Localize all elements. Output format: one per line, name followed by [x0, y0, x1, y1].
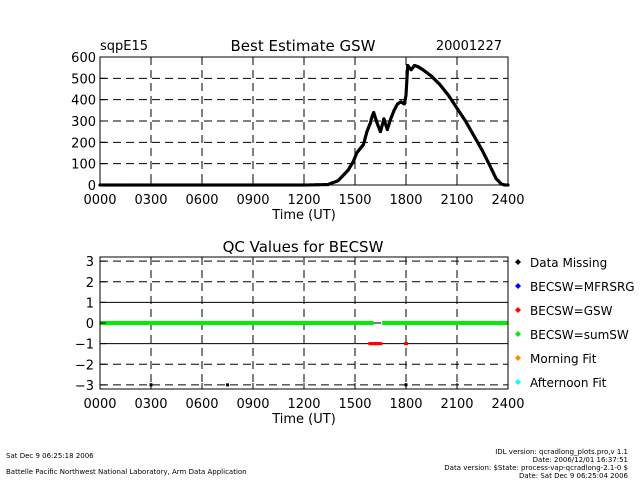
qc-x-tick-label: 0600: [185, 397, 218, 412]
gsw-y-tick-label: 300: [71, 115, 96, 130]
site-label: sqpE15: [100, 39, 148, 54]
qc-y-tick-label: 2: [86, 276, 94, 291]
qc-x-tick-label: 0900: [236, 397, 269, 412]
qc-x-tick-label: 2400: [491, 397, 524, 412]
gsw-chart: sqpE15 Best Estimate GSW 20001227 0 100 20…: [71, 37, 524, 223]
qc-x-tick-label: 1200: [287, 397, 320, 412]
footer-run-date: Date: Sat Dec 9 06:25:04 2006: [519, 472, 628, 480]
gsw-y-tick-label: 600: [71, 51, 96, 66]
qc-y-tick-label: −1: [75, 338, 94, 353]
gsw-y-tick-label: 400: [71, 94, 96, 109]
qc-data-point: [404, 342, 408, 346]
legend-label: Data Missing: [530, 256, 607, 270]
legend-marker: [515, 259, 521, 265]
qc-data-point: [226, 383, 229, 387]
legend-label: BECSW=sumSW: [530, 328, 629, 342]
qc-x-axis: 0000 0300 0600 0900 1200 1500 1800 2100 2400: [83, 383, 525, 412]
gsw-chart-title: Best Estimate GSW: [231, 37, 376, 55]
qc-data-point: [378, 342, 383, 346]
legend-label: BECSW=MFRSRG: [530, 280, 635, 294]
legend-marker: [515, 331, 521, 337]
legend-marker: [515, 355, 521, 361]
gsw-x-tick-label: 1800: [389, 193, 422, 208]
footer-data-version: Data version: $State: process-vap-qcradl…: [444, 464, 628, 472]
footer-institution: Battelle Pacific Northwest National Labo…: [6, 468, 247, 476]
qc-x-tick-label: 1800: [389, 397, 422, 412]
qc-y-tick-label: −2: [75, 358, 94, 373]
gsw-series: [98, 63, 510, 187]
gsw-x-tick-label: 1500: [338, 193, 371, 208]
legend-marker: [515, 307, 521, 313]
gsw-y-tick-label: 200: [71, 136, 96, 151]
qc-y-axis: 3 2 1 0 −1 −2 −3: [75, 255, 106, 394]
legend-label: Afternoon Fit: [530, 376, 607, 390]
qc-y-tick-label: 1: [86, 296, 94, 311]
gsw-x-axis-label: Time (UT): [271, 208, 336, 223]
gsw-x-tick-label: 0900: [236, 193, 269, 208]
gsw-x-tick-label: 0600: [185, 193, 218, 208]
qc-y-tick-label: −3: [75, 379, 94, 394]
gsw-y-tick-label: 500: [71, 72, 96, 87]
legend-label: Morning Fit: [530, 352, 597, 366]
legend-label: BECSW=GSW: [530, 304, 613, 318]
footer-idl-date: Date: 2006/12/01 16:37:51: [532, 456, 628, 464]
gsw-x-tick-label: 1200: [287, 193, 320, 208]
gsw-y-tick-label: 100: [71, 158, 96, 173]
footer-idl-version: IDL version: qcradlong_plots.pro,v 1.1: [495, 448, 628, 456]
date-label: 20001227: [436, 39, 502, 54]
qc-x-tick-label: 0300: [134, 397, 167, 412]
gsw-x-axis: 0000 0300 0600 0900 1200 1500 1800 2100 2400: [83, 179, 525, 208]
qc-x-tick-label: 1500: [338, 397, 371, 412]
qc-x-axis-label: Time (UT): [271, 412, 336, 427]
gsw-x-tick-label: 2100: [440, 193, 473, 208]
gsw-x-tick-label: 0300: [134, 193, 167, 208]
qc-x-tick-label: 0000: [83, 397, 116, 412]
gsw-y-axis: 0 100 200 300 400 500 600: [71, 51, 106, 194]
qc-y-tick-label: 3: [86, 255, 94, 270]
qc-y-tick-label: 0: [86, 317, 94, 332]
gsw-x-tick-label: 0000: [83, 193, 116, 208]
legend-marker: [515, 283, 521, 289]
qc-x-tick-label: 2100: [440, 397, 473, 412]
gsw-x-tick-label: 2400: [491, 193, 524, 208]
gsw-y-tick-label: 0: [88, 179, 96, 194]
qc-legend: Data Missing BECSW=MFRSRG BECSW=GSW BECSW=s…: [515, 256, 635, 390]
qc-chart-title: QC Values for BECSW: [223, 238, 384, 256]
legend-marker: [515, 379, 521, 385]
gsw-grid: [100, 57, 508, 185]
footer-timestamp: Sat Dec 9 06:25:18 2006: [6, 452, 94, 460]
